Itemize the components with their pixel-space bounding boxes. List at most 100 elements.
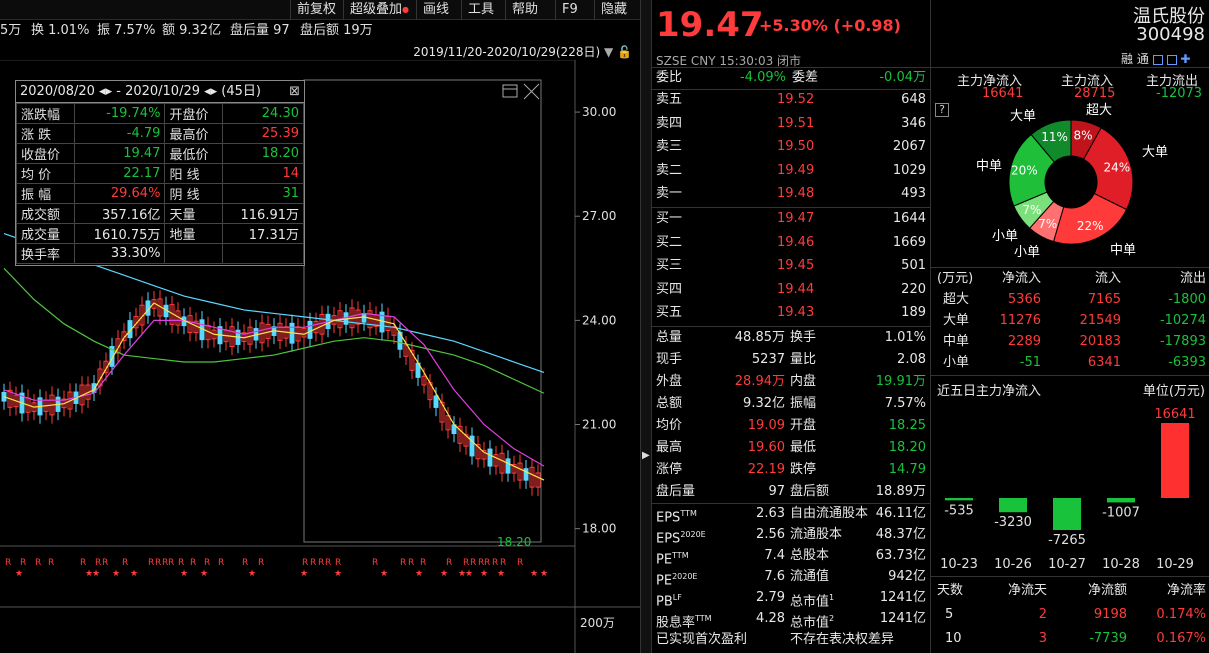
event-marker-r[interactable]: R [102,558,108,568]
stats-row: 均价 19.09 开盘 18.25 [652,415,930,437]
event-marker-r[interactable]: R [20,558,26,568]
event-marker-star[interactable]: ★ [380,569,388,579]
event-marker-star[interactable]: ★ [440,569,448,579]
last-price: 19.47 [656,5,764,45]
book-volume: 2067 [892,139,926,155]
ask-row[interactable]: 卖一 19.48 493 [652,183,930,205]
event-marker-star[interactable]: ★ [112,569,120,579]
toolbar-hide-button[interactable]: 隐藏 [594,0,633,20]
toolbar-fq-button[interactable]: 前复权 [290,0,342,20]
collapse-arrow-icon[interactable]: ▶ [642,450,650,461]
event-marker-star[interactable]: ★ [85,569,93,579]
kline-panel[interactable]: 前复权 超级叠加● 画线 工具 帮助 F9 隐藏 5万 换 1.01% 振 7.… [0,0,640,653]
event-marker-r[interactable]: R [178,558,184,568]
toolbar-help-button[interactable]: 帮助 [505,0,544,20]
selection-box[interactable] [303,79,542,543]
event-marker-star[interactable]: ★ [200,569,208,579]
event-marker-r[interactable]: R [162,558,168,568]
event-marker-r[interactable]: R [148,558,154,568]
ask-row[interactable]: 卖五 19.52 648 [652,89,930,111]
event-marker-r[interactable]: R [122,558,128,568]
event-marker-r[interactable]: R [318,558,324,568]
event-marker-star[interactable]: ★ [15,569,23,579]
help-icon[interactable]: ? [935,103,949,117]
event-marker-star[interactable]: ★ [180,569,188,579]
toolbar-tools-button[interactable]: 工具 [461,0,500,20]
bid-row[interactable]: 买一 19.47 1644 [652,208,930,230]
event-marker-r[interactable]: R [258,558,264,568]
event-marker-star[interactable]: ★ [458,569,466,579]
book-price: 19.48 [777,186,815,202]
bid-row[interactable]: 买二 19.46 1669 [652,232,930,254]
toolbar-overlay-button[interactable]: 超级叠加● [343,0,415,20]
toolbar-draw-button[interactable]: 画线 [416,0,455,20]
voting-status: 不存在表决权差异 [790,632,895,647]
event-marker-r[interactable]: R [35,558,41,568]
event-marker-r[interactable]: R [325,558,331,568]
add-icon[interactable]: ✚ [1180,52,1191,66]
event-marker-star[interactable]: ★ [530,569,538,579]
ma-line-ma_mid [3,267,545,394]
edit-icon[interactable] [1152,54,1163,65]
event-marker-r[interactable]: R [408,558,414,568]
book-volume: 1644 [892,211,926,226]
event-marker-r[interactable]: R [478,558,484,568]
ask-row[interactable]: 卖三 19.50 2067 [652,136,930,158]
event-marker-r[interactable]: R [48,558,54,568]
popup-window-icons [502,83,540,100]
days-cell: 0.167% [1156,631,1206,646]
ask-row[interactable]: 卖二 19.49 1029 [652,160,930,182]
event-marker-star[interactable]: ★ [92,569,100,579]
event-marker-r[interactable]: R [168,558,174,568]
panel-splitter[interactable]: ▶ [640,0,652,653]
event-marker-r[interactable]: R [492,558,498,568]
range-stats-popup[interactable]: 2020/08/20 ◂▸ - 2020/10/29 ◂▸ (45日) ⊠ 涨跌… [15,80,305,266]
event-marker-star[interactable]: ★ [480,569,488,579]
event-marker-r[interactable]: R [500,558,506,568]
date-range-selector[interactable]: 2019/11/20-2020/10/29(228日) ▼ 🔓 [413,43,632,60]
five-day-bar-chart: -535 10-23 -3230 10-26 -7265 10-27 -1007 10-28 1… [940,407,1196,572]
close-icon[interactable]: ⊠ [289,84,300,99]
bid-row[interactable]: 买三 19.45 501 [652,255,930,277]
alert-icon[interactable] [1166,54,1177,65]
event-marker-r[interactable]: R [517,558,523,568]
five-day-date-label: 10-26 [994,557,1032,572]
event-marker-r[interactable]: R [302,558,308,568]
fundamental-value: 7.4 [764,548,785,563]
bid-row[interactable]: 买四 19.44 220 [652,279,930,301]
event-marker-r[interactable]: R [190,558,196,568]
flow-cell: -17893 [1159,334,1206,349]
event-marker-r[interactable]: R [446,558,452,568]
event-marker-r[interactable]: R [420,558,426,568]
event-marker-star[interactable]: ★ [334,569,342,579]
event-marker-r[interactable]: R [463,558,469,568]
capital-value-net: 16641 [982,86,1024,101]
event-marker-r[interactable]: R [484,558,490,568]
event-marker-star[interactable]: ★ [300,569,308,579]
popup-key: 振 幅 [16,183,75,204]
event-marker-r[interactable]: R [218,558,224,568]
event-marker-star[interactable]: ★ [540,569,548,579]
event-marker-r[interactable]: R [155,558,161,568]
event-marker-star[interactable]: ★ [415,569,423,579]
event-marker-star[interactable]: ★ [465,569,473,579]
event-marker-r[interactable]: R [470,558,476,568]
event-marker-r[interactable]: R [204,558,210,568]
ask-row[interactable]: 卖四 19.51 346 [652,113,930,135]
restore-icon[interactable] [502,84,518,98]
event-marker-r[interactable]: R [5,558,11,568]
event-marker-r[interactable]: R [372,558,378,568]
event-marker-r[interactable]: R [80,558,86,568]
event-marker-r[interactable]: R [335,558,341,568]
pie-category-label: 中单 [976,159,1002,174]
bid-row[interactable]: 买五 19.43 189 [652,302,930,324]
event-marker-star[interactable]: ★ [248,569,256,579]
event-marker-r[interactable]: R [95,558,101,568]
event-marker-r[interactable]: R [310,558,316,568]
event-marker-star[interactable]: ★ [130,569,138,579]
event-marker-star[interactable]: ★ [497,569,505,579]
event-marker-r[interactable]: R [242,558,248,568]
event-marker-r[interactable]: R [400,558,406,568]
toolbar-f9-button[interactable]: F9 [555,0,584,20]
